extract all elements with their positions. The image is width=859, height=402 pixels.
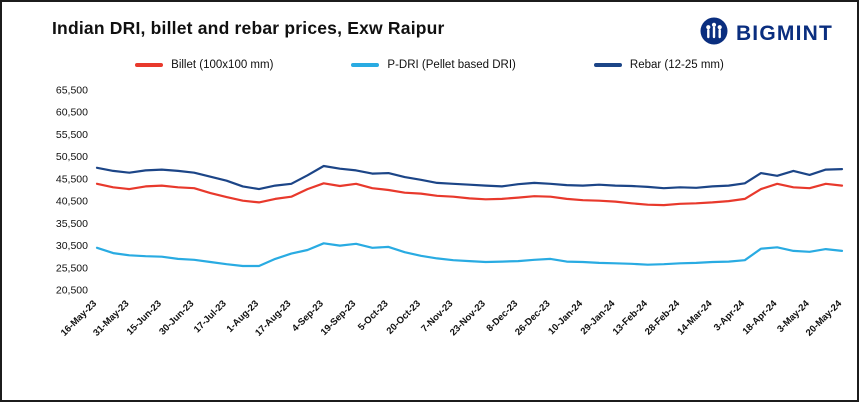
x-axis-label: 17-Jul-23 xyxy=(192,298,229,335)
y-axis-label: 50,500 xyxy=(56,151,88,163)
series-line-rebar-12-25-mm xyxy=(95,164,844,191)
y-axis-label: 30,500 xyxy=(56,240,88,252)
x-axis-label: 18-Apr-24 xyxy=(741,298,780,337)
series-line-billet-100x100-mm xyxy=(95,182,844,207)
y-axis-label: 35,500 xyxy=(56,218,88,230)
y-axis-label: 55,500 xyxy=(56,129,88,141)
legend-label: Rebar (12-25 mm) xyxy=(629,59,724,71)
x-axis-label: 23-Nov-23 xyxy=(448,298,488,338)
x-axis-label: 30-Jun-23 xyxy=(157,298,196,337)
y-axis-label: 60,500 xyxy=(56,107,88,119)
brand-logo: BIGMINT xyxy=(699,16,833,51)
x-axis-label: 14-Mar-24 xyxy=(675,298,715,338)
legend-swatch xyxy=(135,63,164,67)
x-axis-label: 20-May-24 xyxy=(804,298,845,339)
price-line-chart: 20,500 25,500 30,500 35,500 40,500 45,500 50,5… xyxy=(56,85,845,339)
legend-label: Billet (100x100 mm) xyxy=(171,59,274,71)
x-axis-label: 26-Dec-23 xyxy=(513,298,553,338)
legend-swatch xyxy=(351,63,380,67)
y-axis-label: 20,500 xyxy=(56,285,88,297)
legend-label: P-DRI (Pellet based DRI) xyxy=(387,59,516,71)
chart-legend: Billet (100x100 mm) P-DRI (Pellet based … xyxy=(2,59,857,71)
header: Indian DRI, billet and rebar prices, Exw… xyxy=(2,2,857,51)
legend-item-pdri[interactable]: P-DRI (Pellet based DRI) xyxy=(351,59,516,71)
x-axis-label: 20-Oct-23 xyxy=(385,298,423,336)
legend-item-rebar[interactable]: Rebar (12-25 mm) xyxy=(593,59,724,71)
legend-item-billet[interactable]: Billet (100x100 mm) xyxy=(135,59,273,71)
y-axis-label: 65,500 xyxy=(56,85,88,97)
y-axis-label: 40,500 xyxy=(56,196,88,208)
y-axis-label: 45,500 xyxy=(56,173,88,185)
chart-area: 20,500 25,500 30,500 35,500 40,500 45,500 50,5… xyxy=(2,73,857,393)
legend-swatch xyxy=(593,63,622,67)
series-line-p-dri-pellet-based-dri xyxy=(95,242,844,268)
x-axis-label: 19-Sep-23 xyxy=(319,298,359,338)
chart-title: Indian DRI, billet and rebar prices, Exw… xyxy=(52,18,445,38)
y-axis-label: 25,500 xyxy=(56,262,88,274)
brand-name: BIGMINT xyxy=(735,21,833,45)
bigmint-logo-icon xyxy=(699,16,729,51)
